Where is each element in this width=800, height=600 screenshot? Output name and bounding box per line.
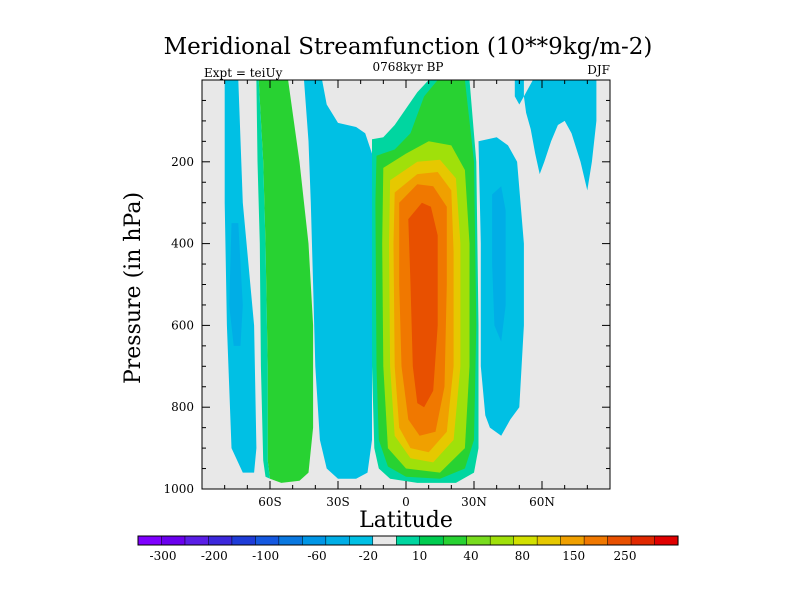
colorbar-swatch (489, 535, 515, 546)
colorbar-swatch (137, 535, 163, 546)
y-axis-title: Pressure (in hPa) (121, 192, 146, 384)
y-tick-label: 1000 (163, 482, 194, 496)
x-tick-label: 60S (258, 495, 282, 509)
colorbar-swatch (583, 535, 609, 546)
contour-nh-polar-blob (514, 80, 524, 105)
colorbar-swatch (208, 535, 233, 546)
x-tick-label: 0 (402, 495, 410, 509)
chart-subtitle: 0768kyr BP (372, 60, 443, 74)
colorbar-swatch (184, 535, 209, 546)
colorbar-swatch (536, 535, 562, 546)
contour-ferrel-cell-edge (256, 80, 270, 479)
x-tick-label: 60N (529, 495, 555, 509)
colorbar-swatch (513, 535, 538, 546)
contour-nh-upper-cell (523, 80, 597, 191)
colorbar-label: 150 (562, 549, 585, 563)
colorbar-swatch (607, 535, 632, 546)
colorbar-label: -100 (252, 549, 279, 563)
contour-layer (224, 80, 597, 483)
colorbar-swatch (442, 535, 468, 546)
contour-sh-subtropical-cell (304, 80, 372, 479)
colorbar-label: -20 (359, 549, 378, 563)
x-tick-label: 30S (326, 495, 350, 509)
colorbar-swatch (560, 535, 585, 546)
chart-title: Meridional Streamfunction (10**9kg/m-2) (164, 34, 653, 60)
x-axis-title: Latitude (359, 508, 453, 533)
colorbar-label: 80 (515, 549, 530, 563)
colorbar-swatch (161, 535, 186, 546)
axis-layer: 60S 30S 0 30N 60N 200 400 600 800 1000 (163, 80, 610, 509)
colorbar-swatch (654, 535, 679, 546)
contour-sh-outer-cell-core (229, 223, 243, 346)
colorbar-label: 250 (614, 549, 637, 563)
colorbar-label: -300 (150, 549, 177, 563)
contour-hadley-cell-l250 (408, 202, 438, 408)
colorbar: -300 -200 -100 -60 -20 10 40 80 150 250 (137, 535, 679, 563)
y-tick-label: 200 (171, 155, 194, 169)
colorbar-frame (137, 535, 679, 546)
y-tick-label: 400 (171, 237, 194, 251)
colorbar-swatch (278, 535, 303, 546)
colorbar-swatch (231, 535, 256, 546)
contour-ferrel-cell (258, 80, 314, 483)
colorbar-label: 10 (412, 549, 427, 563)
experiment-label: Expt = teiUy (204, 66, 283, 80)
colorbar-label: -60 (307, 549, 326, 563)
y-tick-label: 800 (171, 400, 194, 414)
x-tick-label: 30N (461, 495, 487, 509)
colorbar-swatch (255, 535, 280, 546)
colorbar-swatch (372, 535, 397, 546)
colorbar-swatch (466, 535, 491, 546)
colorbar-swatch (349, 535, 374, 546)
colorbar-swatch (630, 535, 656, 546)
season-label: DJF (587, 63, 610, 77)
contour-nh-cell-core (492, 186, 506, 342)
colorbar-swatch (325, 535, 350, 546)
colorbar-label: 40 (463, 549, 478, 563)
colorbar-swatch (396, 535, 421, 546)
y-tick-label: 600 (171, 318, 194, 332)
colorbar-label: -200 (201, 549, 228, 563)
colorbar-swatch (302, 535, 327, 546)
colorbar-swatch (419, 535, 444, 546)
